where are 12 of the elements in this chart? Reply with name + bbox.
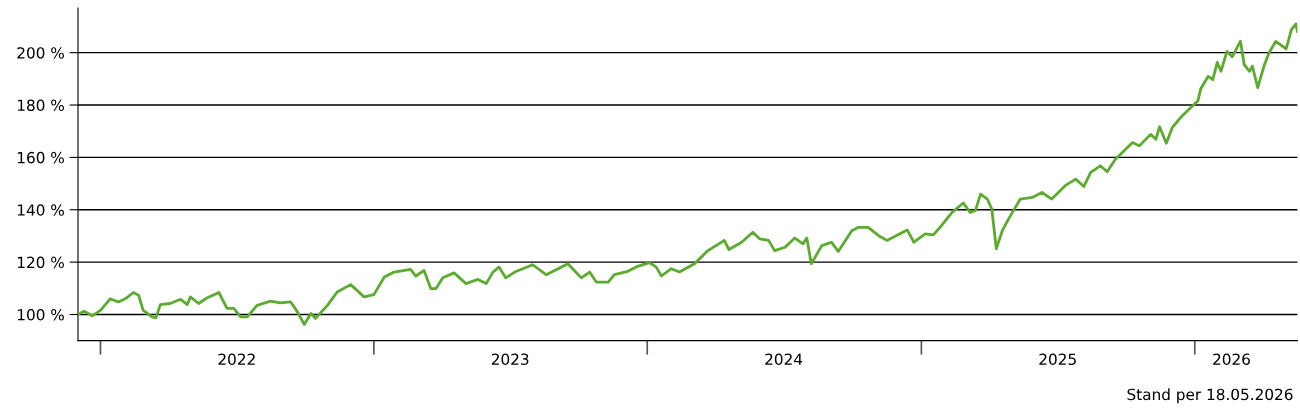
y-tick-label: 200 %: [17, 47, 64, 59]
y-tick-label: 100 %: [17, 308, 64, 321]
x-tick-label: 2023: [491, 353, 529, 366]
x-tick-label: 2022: [218, 353, 255, 366]
x-tick-label: 2025: [1039, 353, 1076, 366]
x-tick-label: 2024: [765, 353, 803, 366]
y-tick-label: 180 %: [17, 99, 64, 112]
y-tick-label: 160 %: [17, 151, 64, 164]
y-tick-label: 120 %: [17, 256, 64, 269]
text: Stand per 18.05.2026: [1127, 388, 1293, 404]
y-tick-label: 140 %: [17, 204, 64, 216]
x-tick-label: 2026: [1213, 353, 1250, 366]
